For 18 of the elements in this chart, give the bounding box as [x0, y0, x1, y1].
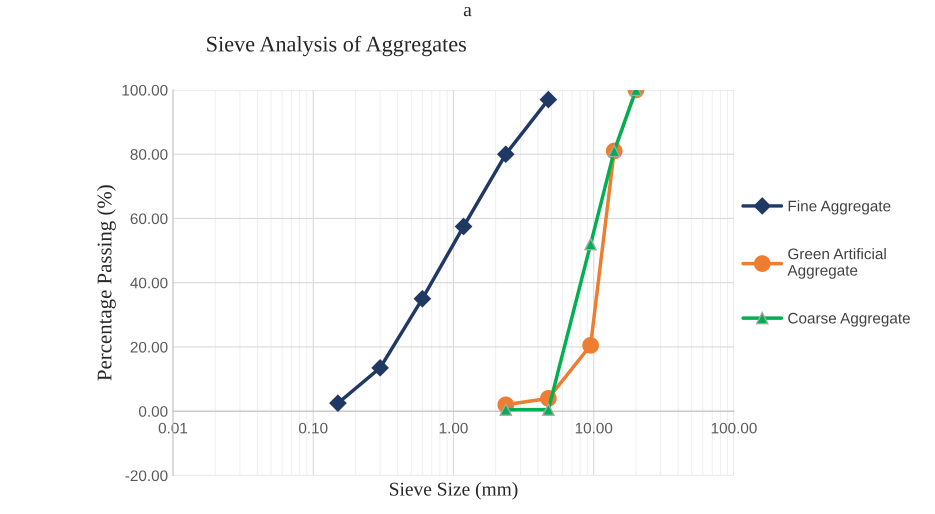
y-tick-label: -20.00	[125, 470, 168, 482]
y-tick-label: 20.00	[130, 342, 168, 353]
legend-label: Coarse Aggregate	[788, 312, 910, 327]
x-tick-label: 100.00	[712, 422, 757, 434]
y-tick-label: 0.00	[138, 406, 168, 417]
y-tick-label: 100.00	[122, 84, 168, 96]
y-axis-title: Percentage Passing (%)	[96, 185, 116, 380]
x-tick-label: 10.00	[576, 422, 612, 434]
x-axis-title: Sieve Size (mm)	[390, 482, 518, 500]
chart-title: Sieve Analysis of Aggregates	[207, 36, 466, 56]
x-tick-label: 1.00	[440, 422, 468, 434]
legend-label: Fine Aggregate	[788, 200, 890, 214]
y-tick-label: 60.00	[130, 213, 168, 224]
y-tick-label: 80.00	[130, 149, 168, 160]
text: a	[464, 6, 472, 16]
legend-label: Green Artificial Aggregate	[787, 248, 886, 279]
x-tick-label: 0.10	[298, 422, 328, 434]
y-tick-label: 40.00	[130, 278, 168, 288]
